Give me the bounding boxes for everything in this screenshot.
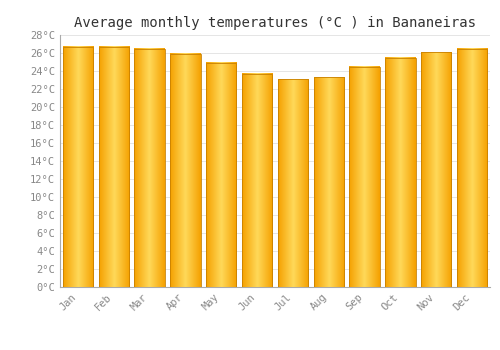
Bar: [242, 74, 272, 287]
Bar: [134, 49, 165, 287]
Bar: [421, 52, 452, 287]
Bar: [206, 63, 236, 287]
Bar: [314, 77, 344, 287]
Title: Average monthly temperatures (°C ) in Bananeiras: Average monthly temperatures (°C ) in Ba…: [74, 16, 476, 30]
Bar: [385, 57, 416, 287]
Bar: [350, 66, 380, 287]
Bar: [457, 49, 488, 287]
Bar: [98, 47, 129, 287]
Bar: [170, 54, 200, 287]
Bar: [278, 79, 308, 287]
Bar: [62, 47, 93, 287]
